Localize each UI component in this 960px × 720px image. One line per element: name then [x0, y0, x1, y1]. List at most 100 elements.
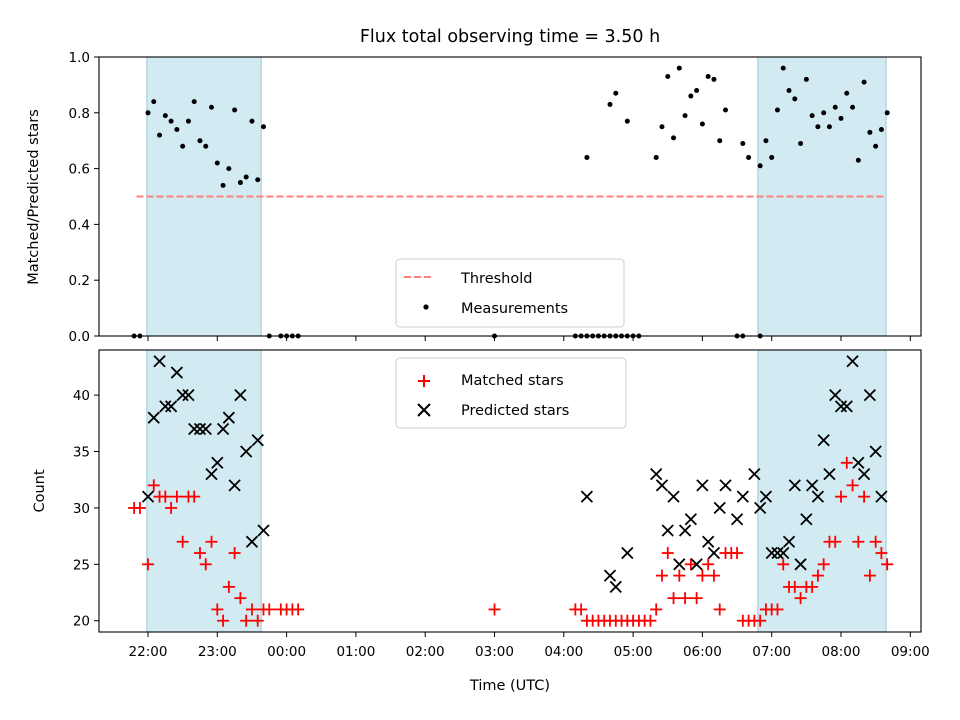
matched-star-point	[852, 535, 865, 548]
predicted-star-point	[684, 513, 697, 526]
measurement-point	[705, 74, 711, 80]
matched-star-point	[142, 558, 154, 571]
predicted-star-point	[188, 422, 201, 436]
top-panel: 0.0 0.2 0.4 0.6 0.8 1.0 Matched/Predicted sta…	[26, 50, 922, 345]
matched-star-point	[159, 490, 172, 503]
bottom-axes-frame	[98, 349, 922, 633]
bottom-x-ticks: 22:00 23:00 00:00 01:00 02:00 03:00 04:00 05:00…	[129, 632, 930, 660]
x-tick-label: 22:00	[129, 644, 168, 660]
legend-matched-swatch	[418, 375, 430, 387]
matched-star-point	[771, 603, 784, 616]
measurement-point	[815, 124, 821, 130]
matched-star-point	[655, 569, 668, 582]
matched-star-point	[170, 490, 183, 503]
matched-star-point	[696, 569, 709, 582]
matched-star-point	[806, 580, 819, 593]
predicted-star-point	[696, 479, 709, 492]
top-y-tick-label: 0.2	[69, 273, 90, 289]
predicted-star-point	[748, 467, 761, 481]
top-x-ticks	[147, 336, 911, 341]
legend-measurements-label: Measurements	[461, 301, 568, 317]
matched-star-point	[575, 603, 588, 616]
predicted-star-point	[216, 422, 230, 436]
measurement-point	[711, 76, 717, 82]
legend-matched-label: Matched stars	[461, 373, 564, 389]
bottom-y-tick-label: 25	[73, 557, 90, 573]
measurement-point	[763, 138, 769, 144]
measurement-point	[197, 138, 203, 144]
x-tick-label: 02:00	[406, 644, 445, 660]
measurement-point	[255, 177, 261, 183]
matched-star-point	[188, 490, 201, 503]
predicted-star-point	[736, 490, 749, 503]
predicted-star-point	[777, 546, 790, 560]
measurement-point	[220, 182, 226, 188]
measurement-point	[746, 154, 752, 160]
measurement-point	[243, 174, 249, 180]
measurement-point	[151, 99, 157, 105]
measurement-point	[809, 113, 815, 119]
measurement-point	[624, 118, 630, 124]
measurement-point	[821, 110, 827, 116]
predicted-star-point	[817, 434, 830, 447]
matched-star-point	[840, 456, 853, 469]
x-tick-label: 04:00	[544, 644, 583, 660]
measurement-point	[676, 65, 682, 71]
top-axes-frame	[98, 56, 922, 337]
x-tick-label: 09:00	[891, 644, 930, 660]
legend-measurements-swatch	[423, 304, 429, 310]
top-y-tick-label: 0.0	[69, 329, 90, 345]
matched-star-point	[176, 535, 189, 548]
predicted-star-point	[869, 445, 882, 458]
measurement-point	[613, 90, 619, 96]
predicted-star-point	[840, 400, 853, 413]
measurement-point	[740, 140, 746, 146]
measurement-point	[162, 113, 168, 119]
measurement-point	[786, 87, 792, 93]
matched-star-point	[794, 592, 807, 605]
measurement-point	[878, 127, 884, 133]
matched-star-point	[731, 547, 744, 560]
matched-star-point	[702, 558, 715, 571]
measurement-point	[838, 115, 844, 121]
measurement-point	[844, 90, 850, 96]
matched-star-point	[754, 614, 767, 627]
measurement-point	[214, 160, 220, 166]
bottom-y-tick-label: 35	[73, 445, 90, 461]
measurement-point	[671, 135, 677, 141]
predicted-star-point	[765, 546, 778, 560]
predicted-star-point	[707, 546, 721, 560]
top-y-ticks: 0.0 0.2 0.4 0.6 0.8 1.0	[69, 50, 99, 345]
bottom-legend: Matched stars Predicted stars	[395, 357, 627, 429]
matched-star-point	[251, 614, 264, 627]
matched-star-point	[644, 614, 657, 627]
predicted-star-point	[655, 479, 669, 492]
predicted-star-point	[834, 400, 848, 413]
predicted-star-point	[875, 490, 888, 503]
measurement-point	[873, 143, 879, 149]
matched-star-point	[713, 603, 726, 616]
matched-star-point	[777, 558, 790, 571]
matched-star-point	[875, 547, 888, 560]
predicted-star-point	[251, 434, 264, 447]
measurement-point	[850, 104, 856, 110]
predicted-star-point	[667, 490, 680, 503]
top-legend-box	[395, 258, 625, 328]
predicted-star-point	[829, 388, 842, 402]
x-tick-label: 05:00	[614, 644, 653, 660]
predicted-star-point	[702, 535, 715, 548]
top-y-axis-label: Matched/Predicted stars	[26, 109, 42, 285]
x-axis-label: Time (UTC)	[469, 678, 550, 694]
bottom-y-ticks: 20 25 30 35 40	[73, 388, 99, 630]
measurement-point	[653, 154, 659, 160]
predicted-star-point	[730, 513, 744, 526]
top-y-tick-label: 0.6	[69, 162, 90, 178]
predicted-star-point	[193, 422, 207, 436]
matched-star-point	[811, 569, 824, 582]
matched-star-point	[234, 592, 247, 605]
predicted-star-point	[170, 366, 184, 379]
measurement-point	[157, 132, 163, 138]
measurement-point	[780, 65, 786, 71]
predicted-star-point	[205, 467, 218, 481]
legend-predicted-label: Predicted stars	[461, 403, 569, 419]
